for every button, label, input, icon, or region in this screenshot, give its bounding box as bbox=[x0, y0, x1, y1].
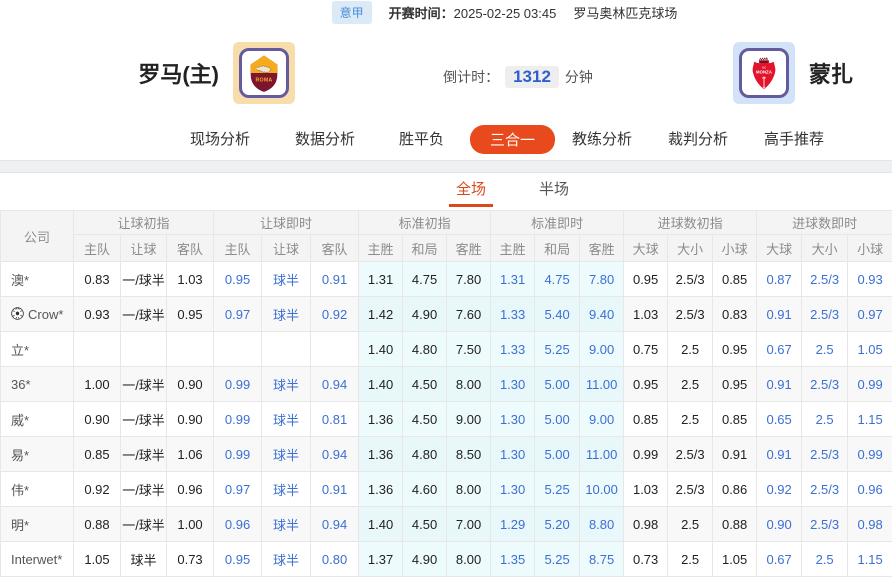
svg-text:MONZA: MONZA bbox=[756, 69, 772, 74]
